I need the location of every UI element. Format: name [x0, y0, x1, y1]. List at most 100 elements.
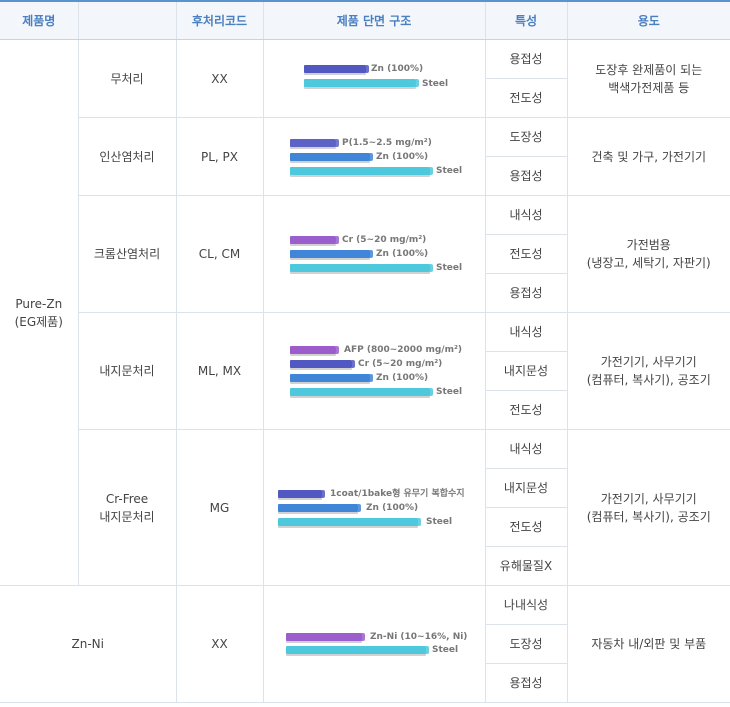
layer-label: Zn (100%) [371, 63, 424, 74]
table-row: 전도성 [0, 390, 730, 430]
usage-line: (냉장고, 세탁기, 자판기) [586, 256, 711, 270]
header-treatment [77, 0, 177, 40]
code-cell: MG [175, 429, 264, 586]
header-product-name: 제품명 [0, 0, 79, 40]
layer-bar-zn [290, 374, 373, 382]
property-cell: 도장성 [484, 624, 568, 664]
property-cell: 전도성 [484, 78, 568, 118]
layer-bar-p [290, 138, 339, 147]
usage-cell: 건축 및 가구, 가전기기 [566, 117, 730, 196]
treatment-cell: 크롬산염처리 [77, 195, 177, 313]
table-row: 내지문성 [0, 468, 730, 508]
layer-label: Steel [436, 387, 463, 397]
property-cell: 전도성 [484, 507, 568, 547]
structure-cell: P(1.5~2.5 mg/m²) Zn (100%) Steel [262, 117, 486, 196]
property-cell: 나내식성 [484, 585, 568, 625]
layer-label: Steel [436, 165, 463, 176]
cross-section-diagram: Cr (5~20 mg/m²) Zn (100%) Steel [264, 233, 484, 275]
usage-line: 도장후 완제품이 되는 [595, 62, 703, 77]
usage-line: 백색가전제품 등 [608, 80, 690, 95]
cross-section-diagram: Zn (100%) Steel [264, 62, 484, 96]
table-row: Pure-Zn (EG제품) 무처리 XX Zn (100%) Steel 용접… [0, 39, 730, 586]
property-cell: 내식성 [484, 312, 568, 352]
table-row: 용접성 [0, 273, 730, 313]
cross-section-diagram: 1coat/1bake형 유무기 복합수지 Zn (100%) Steel [264, 487, 484, 529]
table-row: 크롬산염처리 CL, CM Cr (5~20 mg/m²) Zn (100%) … [0, 195, 730, 313]
table-row: 내지문처리 ML, MX AFP (800~2000 mg/m²) Cr (5~… [0, 312, 730, 430]
usage-cell: 가전기기, 사무기기 (컴퓨터, 복사기), 공조기 [566, 312, 730, 430]
layer-bar-steel [286, 646, 429, 654]
layer-bar-znni [286, 633, 365, 641]
layer-label: 1coat/1bake형 유무기 복합수지 [330, 488, 465, 499]
table-row: 도장성 [0, 624, 730, 664]
layer-bar-steel [290, 388, 433, 396]
layer-label: Cr (5~20 mg/m²) [342, 235, 427, 245]
property-cell: 내식성 [484, 429, 568, 469]
usage-cell: 가전범용 (냉장고, 세탁기, 자판기) [566, 195, 730, 313]
header-structure: 제품 단면 구조 [262, 0, 486, 40]
layer-label: Zn (100%) [376, 373, 429, 383]
property-cell: 전도성 [484, 390, 568, 430]
layer-bar-zn [290, 250, 373, 258]
layer-label: Steel [426, 516, 453, 527]
layer-label: Cr (5~20 mg/m²) [358, 359, 443, 369]
table-row: 인산염처리 PL, PX P(1.5~2.5 mg/m²) Zn (100%) … [0, 117, 730, 196]
table-row: 내지문성 [0, 351, 730, 391]
structure-cell: Cr (5~20 mg/m²) Zn (100%) Steel [262, 195, 486, 313]
code-cell: CL, CM [175, 195, 264, 313]
structure-cell: Zn (100%) Steel [262, 39, 486, 118]
usage-line: 가전기기, 사무기기 [600, 491, 697, 506]
layer-label: Steel [422, 78, 449, 89]
layer-bar-zn [278, 503, 361, 512]
table-row: Zn-Ni XX Zn-Ni (10~16%, Ni) Steel 나내식성 자… [0, 585, 730, 703]
code-cell: XX [175, 585, 264, 703]
usage-cell: 자동차 내/외판 및 부품 [566, 585, 730, 703]
usage-line: (컴퓨터, 복사기), 공조기 [586, 373, 711, 387]
layer-label: AFP (800~2000 mg/m²) [344, 345, 463, 355]
property-cell: 용접성 [484, 273, 568, 313]
layer-bar-zn [290, 152, 373, 161]
property-cell: 용접성 [484, 663, 568, 703]
layer-bar-afp [290, 346, 339, 354]
code-cell: XX [175, 39, 264, 118]
layer-bar-steel [290, 264, 433, 272]
property-cell: 내지문성 [484, 351, 568, 391]
property-cell: 내지문성 [484, 468, 568, 508]
property-cell: 전도성 [484, 234, 568, 274]
group-name: Pure-Zn [15, 296, 63, 311]
usage-line: 가전기기, 사무기기 [600, 355, 697, 369]
structure-cell: 1coat/1bake형 유무기 복합수지 Zn (100%) Steel [262, 429, 486, 586]
table-row: 용접성 [0, 663, 730, 703]
usage-line: 가전범용 [626, 238, 671, 252]
table-row: Cr-Free 내지문처리 MG 1coat/1bake형 유무기 복합수지 Z… [0, 429, 730, 586]
layer-bar-steel [278, 517, 421, 526]
treatment-cell: Cr-Free 내지문처리 [77, 429, 177, 586]
usage-line: (컴퓨터, 복사기), 공조기 [586, 509, 711, 524]
cross-section-diagram: Zn-Ni (10~16%, Ni) Steel [264, 630, 484, 658]
layer-label: Zn-Ni (10~16%, Ni) [370, 632, 468, 642]
table-row: 전도성 [0, 507, 730, 547]
treatment-line: Cr-Free [105, 491, 149, 506]
layer-label: Zn (100%) [366, 502, 419, 513]
structure-cell: AFP (800~2000 mg/m²) Cr (5~20 mg/m²) Zn … [262, 312, 486, 430]
layer-label: Zn (100%) [376, 151, 429, 162]
code-cell: ML, MX [175, 312, 264, 430]
property-cell: 도장성 [484, 117, 568, 157]
cross-section-diagram: P(1.5~2.5 mg/m²) Zn (100%) Steel [264, 136, 484, 178]
header-usage: 용도 [566, 0, 730, 40]
layer-label: P(1.5~2.5 mg/m²) [342, 137, 432, 148]
property-cell: 유해물질X [484, 546, 568, 586]
treatment-line: 내지문처리 [99, 509, 155, 524]
group-pure-zn: Pure-Zn (EG제품) [0, 39, 79, 586]
structure-cell: Zn-Ni (10~16%, Ni) Steel [262, 585, 486, 703]
cross-section-diagram: AFP (800~2000 mg/m²) Cr (5~20 mg/m²) Zn … [264, 343, 484, 399]
group-zn-ni: Zn-Ni [0, 585, 177, 703]
table-row: 유해물질X [0, 546, 730, 586]
code-cell: PL, PX [175, 117, 264, 196]
table-row: 용접성 [0, 156, 730, 196]
layer-label: Steel [432, 645, 459, 655]
layer-bar-cr [290, 360, 355, 368]
usage-line: 건축 및 가구, 가전기기 [591, 149, 707, 164]
treatment-cell: 내지문처리 [77, 312, 177, 430]
